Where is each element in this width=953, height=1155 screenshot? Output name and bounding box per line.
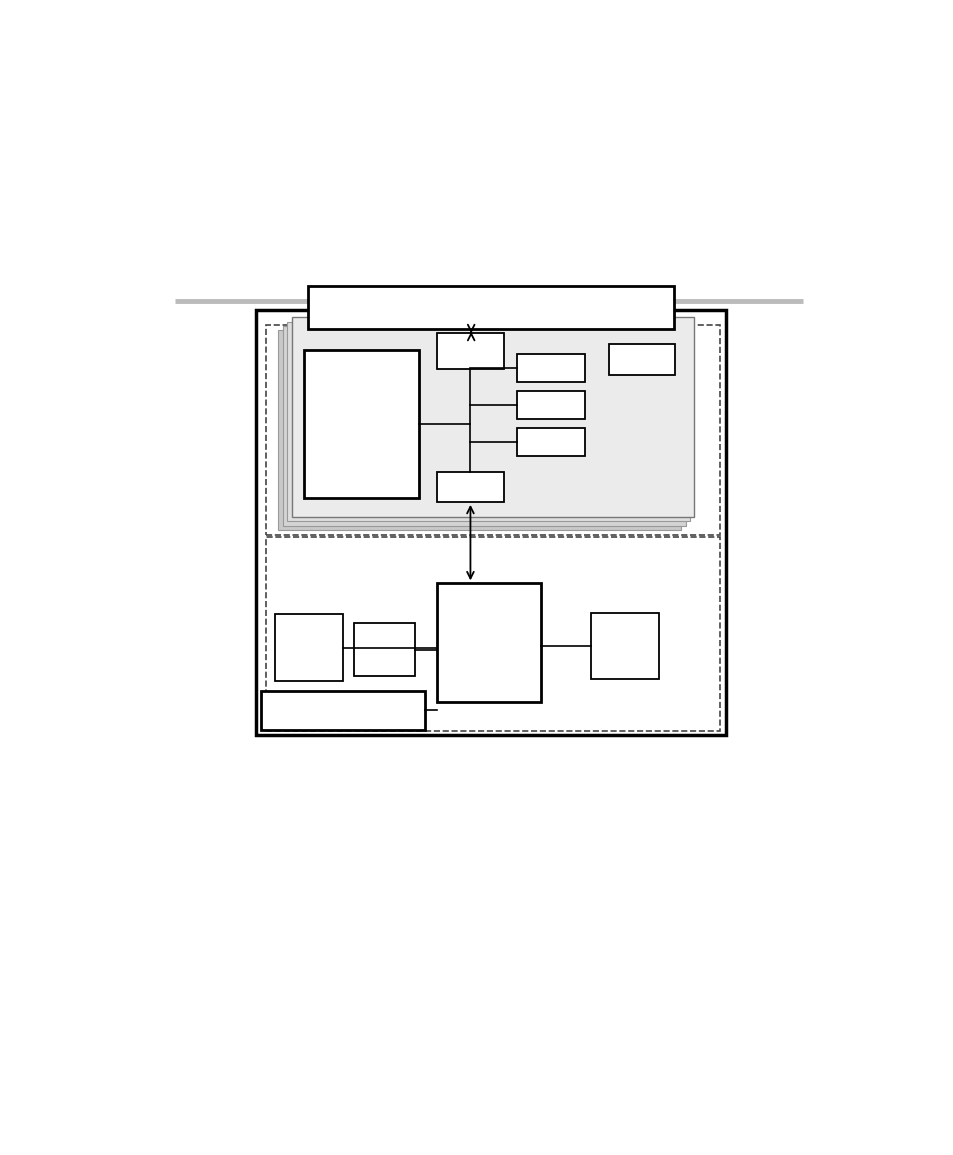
- Bar: [590, 613, 659, 679]
- Bar: [436, 583, 540, 701]
- Bar: [274, 614, 342, 680]
- Bar: [287, 321, 689, 521]
- Bar: [265, 537, 720, 731]
- Bar: [608, 344, 675, 374]
- Bar: [517, 392, 584, 419]
- Bar: [304, 350, 418, 498]
- Bar: [517, 355, 584, 382]
- Bar: [282, 326, 685, 526]
- Bar: [436, 334, 503, 368]
- Bar: [261, 691, 425, 730]
- Bar: [308, 286, 673, 329]
- Bar: [292, 318, 694, 516]
- Bar: [255, 310, 724, 735]
- Bar: [436, 472, 503, 502]
- Bar: [278, 330, 680, 530]
- Bar: [517, 429, 584, 456]
- Bar: [354, 624, 415, 677]
- Bar: [265, 325, 720, 535]
